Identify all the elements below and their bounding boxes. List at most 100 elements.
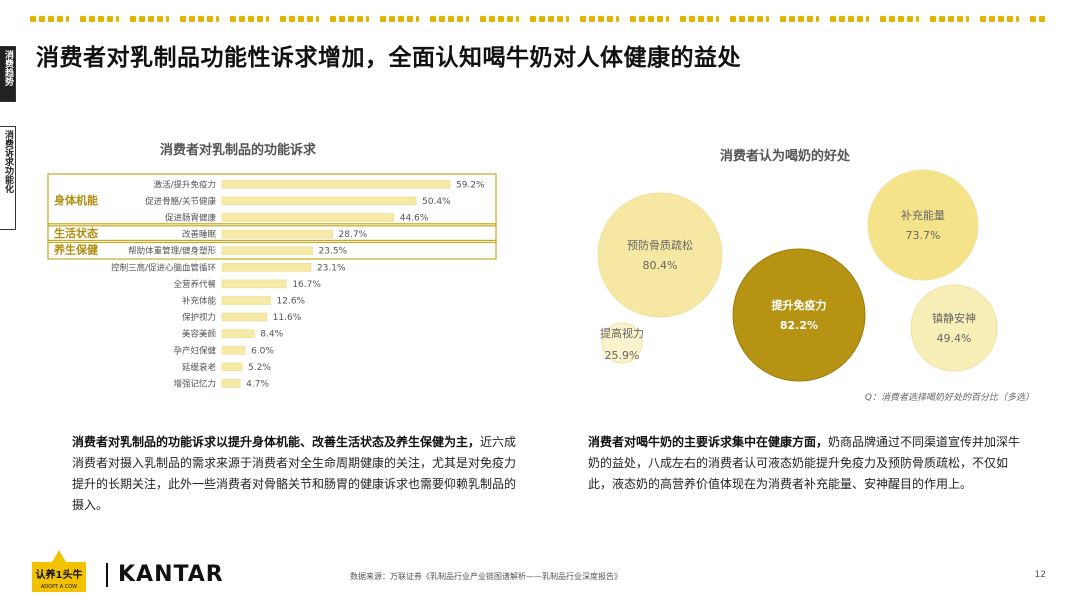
deco-mark [548,16,554,22]
deco-mark [530,16,536,22]
deco-mark [889,16,895,22]
bar [221,196,417,206]
deco-mark [707,16,713,22]
deco-mark [698,16,704,22]
deco-mark [898,16,904,22]
deco-mark [498,16,504,22]
bar [221,279,287,289]
deco-mark [580,16,586,22]
page-number: 12 [1034,570,1046,580]
right-summary-text: 奶商品牌通过不同渠道宣传并加深牛奶的益处，八成左右的消费者认可液态奶能提升免疫力… [588,435,1021,491]
bar [221,362,243,372]
bubble-value-label: 80.4% [643,259,678,272]
bar-category-label: 延缓衰老 [182,362,217,373]
bar [221,329,255,338]
deco-mark [916,16,919,22]
deco-mark [116,16,119,22]
deco-mark [289,16,295,22]
deco-mark [566,16,569,22]
bar-category-label: 激活/提升免疫力 [154,179,216,190]
group-label: 生活状态 [54,226,98,240]
deco-mark [298,16,304,22]
bubble [601,322,643,364]
group-label: 身体机能 [54,193,98,207]
kantar-logo: KANTAR [118,562,224,587]
deco-mark [57,16,63,22]
bar-value-label: 16.7% [292,280,321,290]
logo-text-en: ADOPT A COW [41,584,77,590]
bar-value-label: 12.6% [277,297,306,307]
deco-mark [848,16,854,22]
deco-mark [180,16,186,22]
deco-mark [657,16,663,22]
deco-mark [598,16,604,22]
deco-mark [1016,16,1019,22]
adopt-a-cow-logo: 认养1头牛 ADOPT A COW [32,550,86,592]
bubble [910,284,998,372]
bar-value-label: 5.2% [248,363,271,373]
deco-mark [980,16,986,22]
bar [221,312,267,322]
bubble-chart-title: 消费者认为喝奶的好处 [720,149,851,164]
deco-mark [866,16,869,22]
bar-category-label: 改善睡眠 [182,229,217,240]
bar-category-label: 补充体能 [182,296,217,307]
bar [221,180,451,189]
deco-mark [689,16,695,22]
deco-mark [407,16,413,22]
bar [221,246,313,255]
group-box [47,173,497,227]
side-tab-functional-demand[interactable]: 消费诉求功能化 [0,126,16,230]
bubble-label: 提高视力 [600,326,644,340]
footer-divider [106,563,108,587]
bar-value-label: 23.1% [317,263,346,273]
bar-value-label: 59.2% [456,180,485,190]
bar-category-label: 帮助体重管理/健身塑形 [128,246,216,257]
bar [221,346,246,355]
bar-category-label: 增强记忆力 [173,379,216,390]
deco-mark [348,16,354,22]
deco-mark [239,16,245,22]
deco-mark [189,16,195,22]
left-summary-paragraph: 消费者对乳制品的功能诉求以提升身体机能、改善生活状态及养生保健为主，近六成消费者… [72,432,522,516]
deco-mark [416,16,419,22]
deco-mark [98,16,104,22]
bubble [597,192,723,318]
bar-category-label: 控制三高/促进心脑血管循环 [111,262,216,273]
deco-mark [207,16,213,22]
deco-mark [266,16,269,22]
deco-mark [448,16,454,22]
bar-category-label: 促进骨骼/关节健康 [145,196,216,207]
deco-mark [1007,16,1013,22]
deco-mark [589,16,595,22]
bar-value-label: 8.4% [260,330,283,340]
bar-value-label: 11.6% [273,313,302,323]
deco-mark [157,16,163,22]
group-label: 养生保健 [53,243,99,257]
bar [221,213,395,222]
bar-value-label: 50.4% [422,197,451,207]
side-tab-label: 消费趋势 [3,50,13,86]
deco-mark [339,16,345,22]
deco-mark [748,16,754,22]
bar-value-label: 28.7% [339,230,368,240]
group-box [47,239,497,260]
deco-mark [998,16,1004,22]
deco-mark [816,16,819,22]
bar [221,229,333,239]
deco-mark [439,16,445,22]
deco-mark [1030,16,1036,22]
deco-mark [48,16,54,22]
deco-mark [457,16,463,22]
deco-mark [616,16,619,22]
bar [221,296,271,305]
side-tab-consumption-trend[interactable]: 消费趋势 [0,46,16,102]
deco-mark [830,16,836,22]
page-title: 消费者对乳制品功能性诉求增加，全面认知喝牛奶对人体健康的益处 [36,45,741,71]
deco-mark [466,16,469,22]
deco-mark [489,16,495,22]
deco-mark [507,16,513,22]
deco-mark [739,16,745,22]
deco-mark [139,16,145,22]
